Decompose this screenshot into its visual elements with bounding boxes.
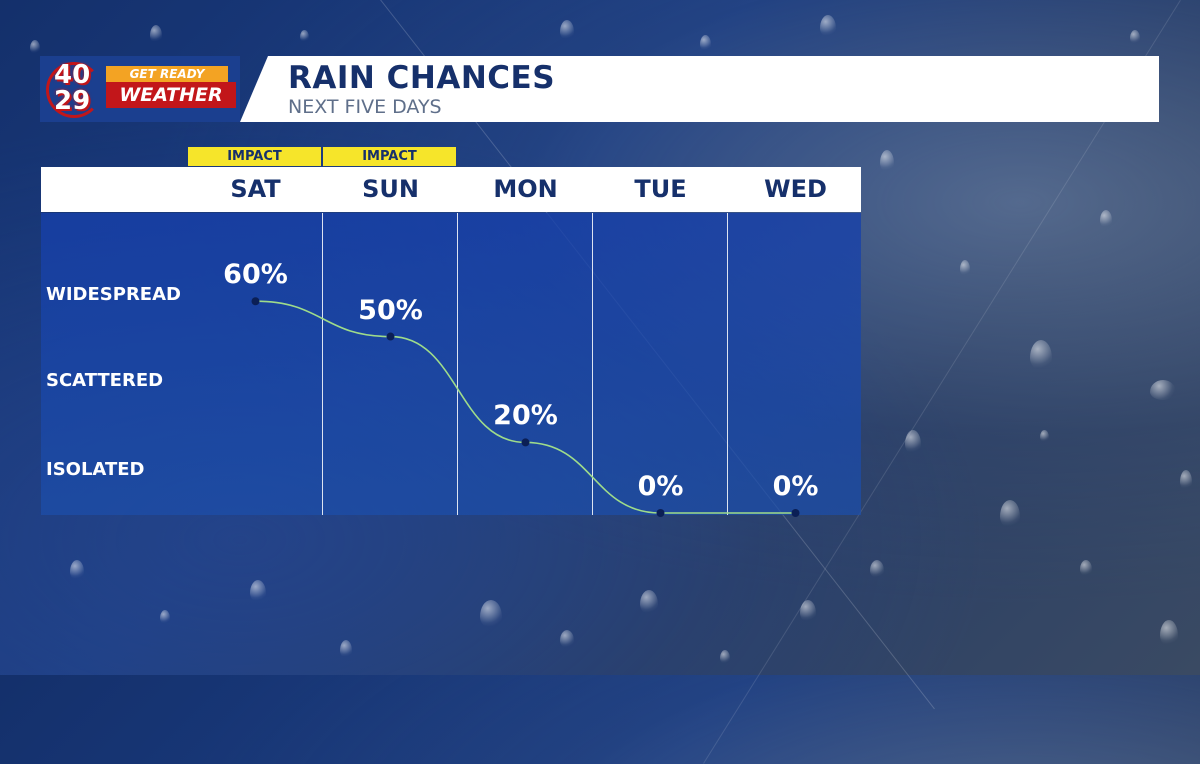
logo-ring-icon bbox=[46, 62, 102, 118]
data-point bbox=[791, 509, 800, 517]
data-point bbox=[656, 509, 665, 517]
level-label: ISOLATED bbox=[46, 459, 145, 480]
data-label: 0% bbox=[637, 471, 684, 502]
impact-badge: IMPACT bbox=[188, 147, 321, 166]
title-bar: RAIN CHANCES NEXT FIVE DAYS bbox=[240, 56, 1159, 122]
raindrop bbox=[905, 430, 921, 454]
raindrop bbox=[560, 20, 574, 40]
header: 40 29 GET READY WEATHER RAIN CHANCES NEX… bbox=[40, 56, 1159, 122]
plot-area bbox=[41, 213, 861, 515]
data-label: 0% bbox=[772, 471, 819, 502]
data-label: 20% bbox=[493, 400, 558, 432]
page-title: RAIN CHANCES bbox=[288, 60, 556, 96]
day-label: SUN bbox=[362, 175, 419, 203]
raindrop bbox=[30, 40, 40, 54]
raindrop bbox=[250, 580, 266, 602]
grid-line bbox=[592, 213, 593, 515]
raindrop bbox=[870, 560, 884, 578]
raindrop bbox=[560, 630, 574, 648]
day-label: MON bbox=[493, 175, 558, 203]
logo-tag: GET READY bbox=[106, 66, 228, 82]
rain-chance-line bbox=[255, 300, 796, 514]
raindrop bbox=[1040, 430, 1049, 442]
day-label: SAT bbox=[230, 175, 281, 203]
raindrop bbox=[340, 640, 352, 658]
raindrop bbox=[1030, 340, 1052, 370]
day-label: TUE bbox=[634, 175, 687, 203]
day-label: WED bbox=[764, 175, 827, 203]
raindrop bbox=[1130, 30, 1140, 44]
impact-badge: IMPACT bbox=[323, 147, 456, 166]
raindrop bbox=[1160, 620, 1178, 646]
logo-number: 40 29 bbox=[54, 62, 90, 114]
logo-brand: WEATHER bbox=[106, 82, 236, 108]
logo-number-bottom: 29 bbox=[54, 86, 91, 116]
raindrop bbox=[70, 560, 84, 580]
raindrop bbox=[800, 600, 816, 622]
raindrop bbox=[1100, 210, 1112, 228]
rain-chance-chart bbox=[251, 297, 800, 517]
raindrop bbox=[150, 25, 162, 43]
data-point bbox=[521, 438, 530, 447]
raindrop bbox=[880, 150, 894, 172]
level-label: WIDESPREAD bbox=[46, 284, 181, 305]
station-logo: 40 29 GET READY WEATHER bbox=[40, 56, 240, 122]
raindrop bbox=[1150, 380, 1176, 400]
raindrop bbox=[720, 650, 730, 664]
page-subtitle: NEXT FIVE DAYS bbox=[288, 96, 442, 118]
data-point bbox=[386, 332, 395, 341]
data-point bbox=[251, 297, 260, 306]
raindrop bbox=[300, 30, 309, 42]
level-label: SCATTERED bbox=[46, 370, 164, 391]
grid-line bbox=[727, 213, 728, 515]
grid-line bbox=[322, 213, 323, 515]
raindrop bbox=[1000, 500, 1020, 528]
data-label: 60% bbox=[223, 259, 288, 291]
raindrop bbox=[1080, 560, 1092, 576]
raindrop bbox=[480, 600, 502, 628]
rain-background bbox=[30, 15, 1192, 664]
raindrop bbox=[820, 15, 836, 37]
data-label: 50% bbox=[358, 294, 423, 326]
raindrop bbox=[640, 590, 658, 614]
raindrop bbox=[160, 610, 170, 624]
raindrop bbox=[960, 260, 970, 276]
raindrop bbox=[700, 35, 711, 51]
day-header: SAT SUN MON TUE WED bbox=[41, 167, 861, 212]
logo-number-top: 40 bbox=[54, 60, 91, 90]
grid-line bbox=[457, 213, 458, 515]
raindrop bbox=[1180, 470, 1192, 490]
